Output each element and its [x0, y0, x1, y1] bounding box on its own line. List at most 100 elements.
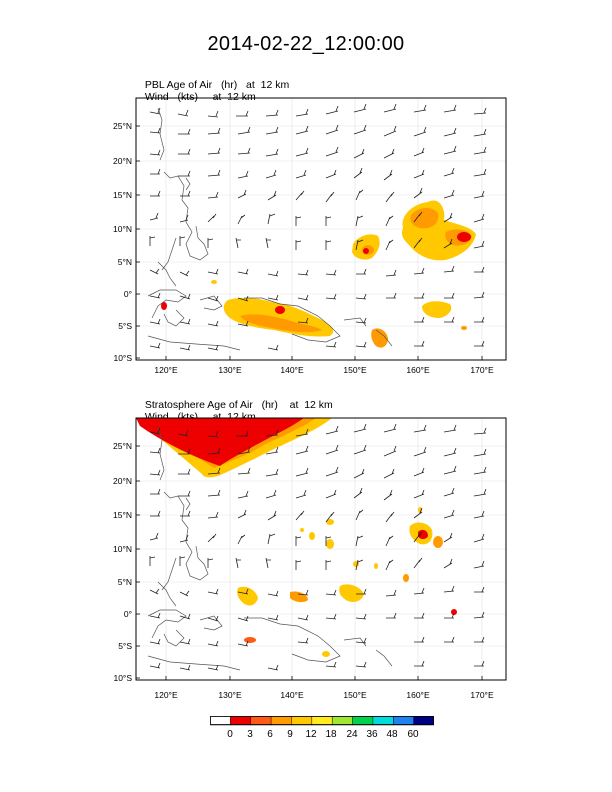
- lon-label: 170°E: [470, 690, 494, 700]
- lon-label: 160°E: [406, 365, 430, 375]
- lat-label: 20°N: [113, 156, 132, 166]
- colorbar-swatch: [393, 716, 415, 726]
- colorbar-label: 48: [386, 729, 398, 740]
- pbl-wind-barbs: [149, 103, 487, 351]
- lat-label: 25°N: [113, 441, 132, 451]
- strat-blob-12: [451, 609, 457, 615]
- pbl-plume-spot-1: [461, 326, 467, 330]
- colorbar-frame: [210, 716, 434, 725]
- panel-1-subtitle: Wind (kts) at 12 km: [139, 79, 256, 103]
- pbl-plume-equatorial-max: [275, 306, 285, 314]
- colorbar-swatch: [331, 716, 354, 726]
- pbl-plume-solomons: [371, 328, 388, 348]
- colorbar-swatch: [250, 716, 272, 726]
- pbl-plume-spot-2: [161, 302, 167, 310]
- panel-1-units: (hr): [220, 79, 238, 91]
- strat-blob-2: [433, 536, 443, 548]
- strat-blob-4: [309, 532, 315, 540]
- pbl-plume-central-max: [363, 248, 369, 254]
- colorbar-swatch: [372, 716, 394, 726]
- pbl-ticks: [136, 125, 483, 360]
- pbl-map-panel: 25°N 20°N 15°N 10°N 5°N 0° 5°S 10°S 120°…: [113, 97, 507, 375]
- lon-label: 170°E: [470, 365, 494, 375]
- colorbar-label: 18: [325, 729, 337, 740]
- strat-blob-15: [300, 528, 304, 532]
- pbl-plume-east-max: [457, 232, 471, 242]
- panel-1-title: PBL Age of Air (hr) at 12 km: [139, 67, 289, 91]
- lat-label: 0°: [124, 609, 132, 619]
- strat-blob-9: [290, 591, 308, 603]
- strat-blob-11: [403, 574, 409, 582]
- lat-label: 25°N: [113, 121, 132, 131]
- colorbar-label: 36: [366, 729, 378, 740]
- strat-blob-7: [374, 563, 378, 569]
- strat-blob-1-core: [418, 529, 428, 539]
- lat-label: 5°N: [118, 257, 132, 267]
- strat-map-panel: 25°N 20°N 15°N 10°N 5°N 0° 5°S 10°S 120°…: [113, 417, 507, 700]
- colorbar: [210, 716, 434, 726]
- panel-2-units: (hr): [261, 399, 278, 411]
- page-title: 2014-02-22_12:00:00: [207, 33, 405, 55]
- lon-label: 140°E: [280, 690, 304, 700]
- lat-label: 15°N: [113, 190, 132, 200]
- strat-coastlines: [147, 427, 393, 671]
- panel-1-wind-field: Wind: [144, 91, 169, 103]
- strat-lon-labels: 120°E 130°E 140°E 150°E 160°E 170°E: [154, 690, 494, 700]
- lat-label: 20°N: [113, 476, 132, 486]
- colorbar-swatch: [311, 716, 333, 726]
- lat-label: 5°S: [118, 321, 132, 331]
- strat-blob-13: [244, 637, 256, 643]
- panel-2-level: at 12 km: [289, 399, 333, 411]
- pbl-plume-spot-3: [211, 280, 217, 284]
- lon-label: 120°E: [154, 690, 178, 700]
- pbl-gridlines: [136, 98, 506, 360]
- colorbar-label: 60: [407, 729, 419, 740]
- lon-label: 120°E: [154, 365, 178, 375]
- strat-blob-3: [326, 519, 334, 525]
- lon-label: 140°E: [280, 365, 304, 375]
- strat-blob-10: [339, 584, 364, 602]
- pbl-coastlines: [147, 107, 393, 351]
- colorbar-swatch: [413, 716, 434, 726]
- pbl-lon-labels: 120°E 130°E 140°E 150°E 160°E 170°E: [154, 365, 494, 375]
- lon-label: 150°E: [343, 690, 367, 700]
- pbl-plume-east: [401, 200, 476, 261]
- lon-label: 130°E: [218, 690, 242, 700]
- colorbar-swatch: [230, 716, 252, 726]
- pbl-plume-east-core: [410, 208, 439, 229]
- pbl-lat-labels: 25°N 20°N 15°N 10°N 5°N 0° 5°S 10°S: [113, 121, 132, 363]
- lat-label: 5°N: [118, 577, 132, 587]
- lat-label: 10°N: [113, 224, 132, 234]
- lon-label: 150°E: [343, 365, 367, 375]
- colorbar-swatch: [270, 716, 292, 726]
- panel-1-wind-level: at 12 km: [212, 91, 256, 103]
- colorbar-swatches: [210, 716, 434, 726]
- strat-intrusion-core: [136, 418, 304, 466]
- strat-blob-8: [237, 586, 258, 606]
- strat-ticks: [136, 445, 483, 680]
- colorbar-label: 3: [247, 729, 253, 740]
- colorbar-label: 6: [267, 729, 273, 740]
- strat-age-shading: [136, 418, 457, 657]
- colorbar-swatch: [291, 716, 313, 726]
- strat-lat-labels: 25°N 20°N 15°N 10°N 5°N 0° 5°S 10°S: [113, 441, 132, 683]
- pbl-age-shading: [161, 200, 476, 348]
- strat-wind-barbs: [149, 423, 487, 671]
- colorbar-label: 9: [287, 729, 293, 740]
- lat-label: 0°: [124, 289, 132, 299]
- lon-label: 160°E: [406, 690, 430, 700]
- colorbar-swatch: [352, 716, 374, 726]
- panel-1-level: at 12 km: [246, 79, 290, 91]
- lat-label: 10°N: [113, 544, 132, 554]
- lat-label: 10°S: [113, 353, 132, 363]
- panel-2-title: Stratosphere Age of Air (hr) at 12 km: [139, 387, 333, 411]
- strat-gridlines: [136, 418, 506, 680]
- colorbar-label: 0: [227, 729, 233, 740]
- panel-1-field: PBL Age of Air: [144, 79, 213, 91]
- lon-label: 130°E: [218, 365, 242, 375]
- lat-label: 15°N: [113, 510, 132, 520]
- pbl-plume-equatorial-core: [240, 314, 322, 333]
- colorbar-label: 24: [346, 729, 358, 740]
- pbl-plume-south-east: [422, 301, 452, 318]
- strat-blob-14: [322, 651, 330, 657]
